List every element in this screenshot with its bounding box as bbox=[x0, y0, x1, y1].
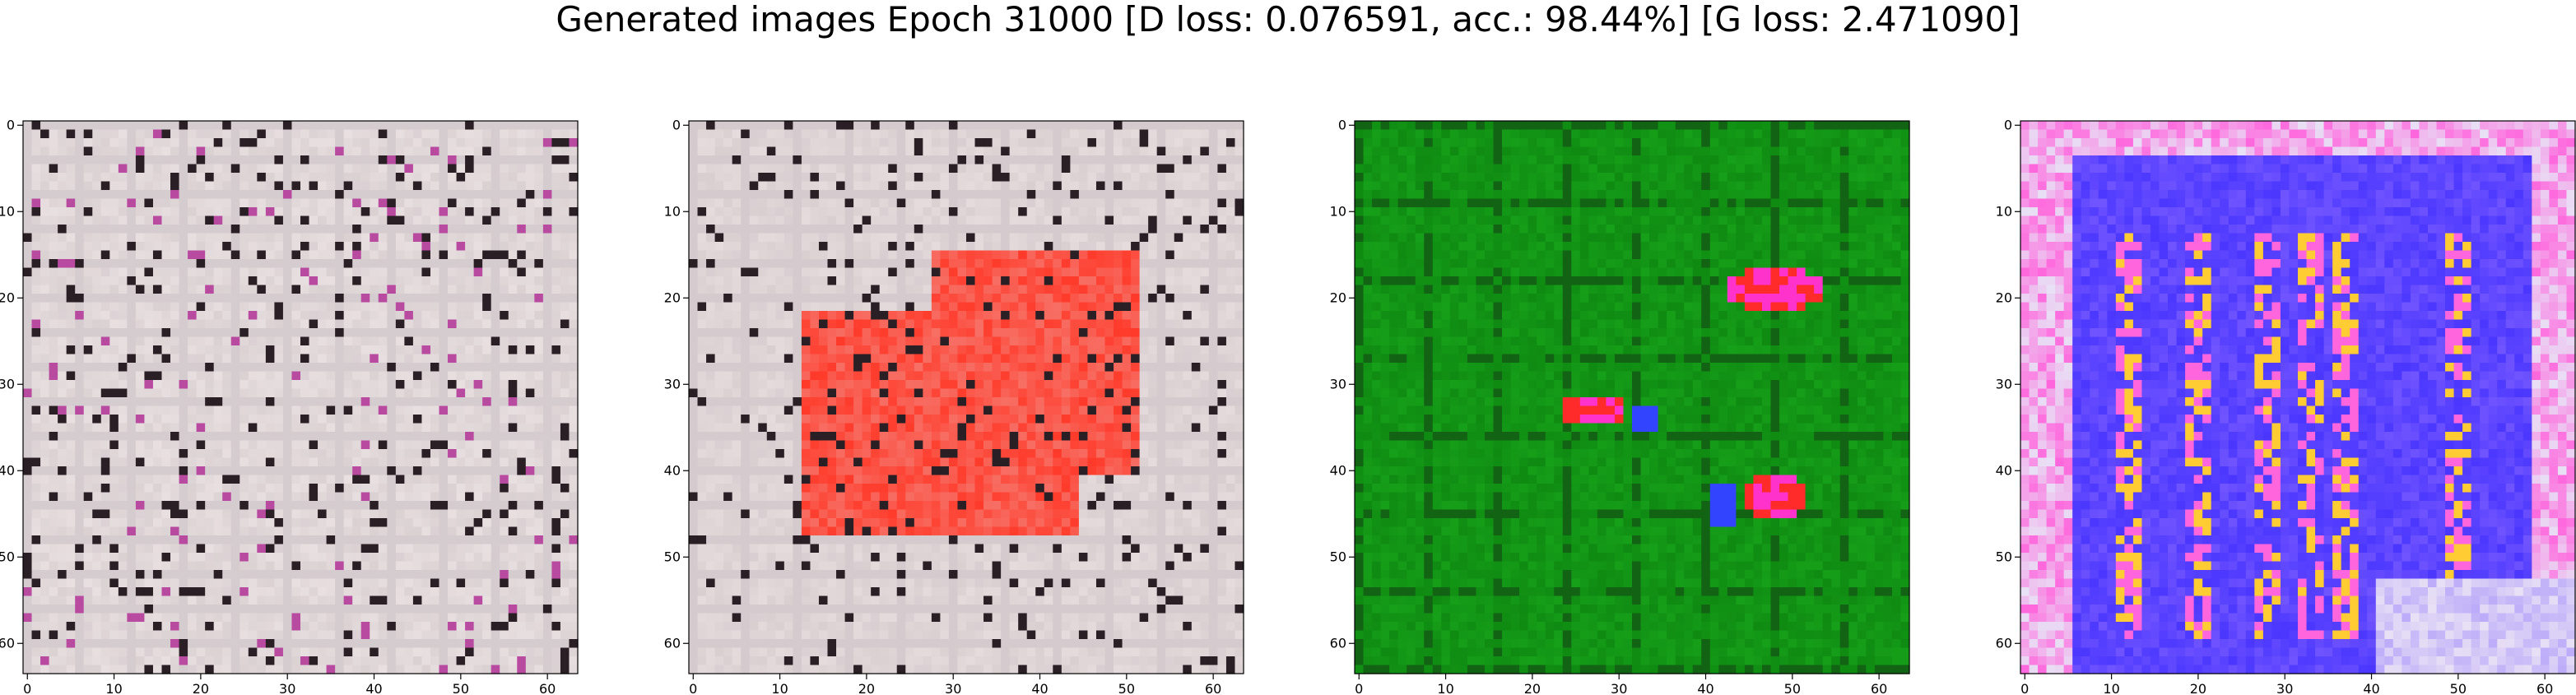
y-tick-label: 10 bbox=[1330, 203, 1346, 219]
x-tick-label: 20 bbox=[2190, 681, 2206, 695]
y-tick-label: 50 bbox=[1996, 549, 2012, 564]
figure-title: Generated images Epoch 31000 [D loss: 0.… bbox=[556, 0, 2020, 39]
y-tick-label: 20 bbox=[0, 290, 15, 305]
y-tick-label: 60 bbox=[1996, 635, 2012, 651]
x-tick-label: 0 bbox=[689, 681, 697, 695]
x-tick-label: 30 bbox=[945, 681, 961, 695]
y-tick-label: 60 bbox=[664, 635, 681, 651]
x-tick-label: 60 bbox=[539, 681, 556, 695]
y-tick-label: 60 bbox=[0, 635, 15, 651]
axes-frame bbox=[2020, 120, 2576, 674]
image-panel-2: 0 10 20 30 40 50 60 0 10 20 30 40 50 60 bbox=[664, 117, 1244, 695]
image-pixels bbox=[23, 121, 579, 674]
x-tick-label: 0 bbox=[23, 681, 31, 695]
axes-frame bbox=[22, 120, 579, 674]
image-panel-4: 0 10 20 30 40 50 60 0 10 20 30 40 50 60 bbox=[1996, 117, 2576, 695]
y-tick-label: 40 bbox=[1330, 462, 1346, 478]
y-tick-label: 50 bbox=[1330, 549, 1346, 564]
x-tick-label: 0 bbox=[2020, 681, 2029, 695]
x-tick-label: 10 bbox=[771, 681, 788, 695]
x-tick-label: 50 bbox=[2450, 681, 2467, 695]
y-tick-label: 0 bbox=[1338, 117, 1346, 132]
y-tick-label: 40 bbox=[0, 462, 15, 478]
x-tick-label: 40 bbox=[1697, 681, 1713, 695]
image-panel-1: 0 10 20 30 40 50 60 0 10 20 30 40 50 60 bbox=[0, 117, 579, 695]
y-tick-label: 10 bbox=[0, 203, 15, 219]
y-tick-label: 10 bbox=[664, 203, 681, 219]
image-panel-3: 0 10 20 30 40 50 60 0 10 20 30 40 50 60 bbox=[1330, 117, 1910, 695]
x-tick-label: 50 bbox=[453, 681, 469, 695]
x-tick-label: 30 bbox=[279, 681, 295, 695]
x-tick-label: 60 bbox=[1205, 681, 1221, 695]
y-tick-label: 30 bbox=[1330, 376, 1346, 392]
x-tick-label: 20 bbox=[858, 681, 875, 695]
x-tick-label: 40 bbox=[365, 681, 382, 695]
x-tick-label: 30 bbox=[1611, 681, 1627, 695]
x-tick-label: 20 bbox=[193, 681, 209, 695]
y-tick-label: 10 bbox=[1996, 203, 2012, 219]
x-tick-label: 0 bbox=[1355, 681, 1363, 695]
x-tick-label: 60 bbox=[1871, 681, 1887, 695]
y-tick-label: 40 bbox=[1996, 462, 2012, 478]
axes-frame bbox=[1354, 120, 1910, 674]
x-tick-label: 10 bbox=[1437, 681, 1453, 695]
y-tick-label: 20 bbox=[1330, 290, 1346, 305]
x-tick-label: 40 bbox=[1031, 681, 1048, 695]
y-tick-label: 50 bbox=[0, 549, 15, 564]
y-tick-label: 40 bbox=[664, 462, 681, 478]
y-tick-label: 20 bbox=[1996, 290, 2012, 305]
y-tick-label: 30 bbox=[1996, 376, 2012, 392]
image-pixels bbox=[2020, 121, 2576, 674]
x-tick-label: 20 bbox=[1524, 681, 1541, 695]
y-tick-label: 50 bbox=[664, 549, 681, 564]
x-tick-label: 40 bbox=[2363, 681, 2379, 695]
y-tick-label: 30 bbox=[664, 376, 681, 392]
image-pixels bbox=[1355, 121, 1910, 674]
x-tick-label: 10 bbox=[2103, 681, 2119, 695]
x-tick-label: 50 bbox=[1118, 681, 1135, 695]
x-tick-label: 10 bbox=[105, 681, 122, 695]
y-tick-label: 60 bbox=[1330, 635, 1346, 651]
x-tick-label: 30 bbox=[2276, 681, 2293, 695]
x-tick-label: 60 bbox=[2536, 681, 2553, 695]
y-tick-label: 20 bbox=[664, 290, 681, 305]
x-tick-label: 50 bbox=[1784, 681, 1801, 695]
y-tick-label: 30 bbox=[0, 376, 15, 392]
y-tick-label: 0 bbox=[7, 117, 15, 132]
y-tick-label: 0 bbox=[672, 117, 681, 132]
image-pixels bbox=[689, 121, 1244, 674]
axes-frame bbox=[688, 120, 1244, 674]
y-tick-label: 0 bbox=[2004, 117, 2012, 132]
